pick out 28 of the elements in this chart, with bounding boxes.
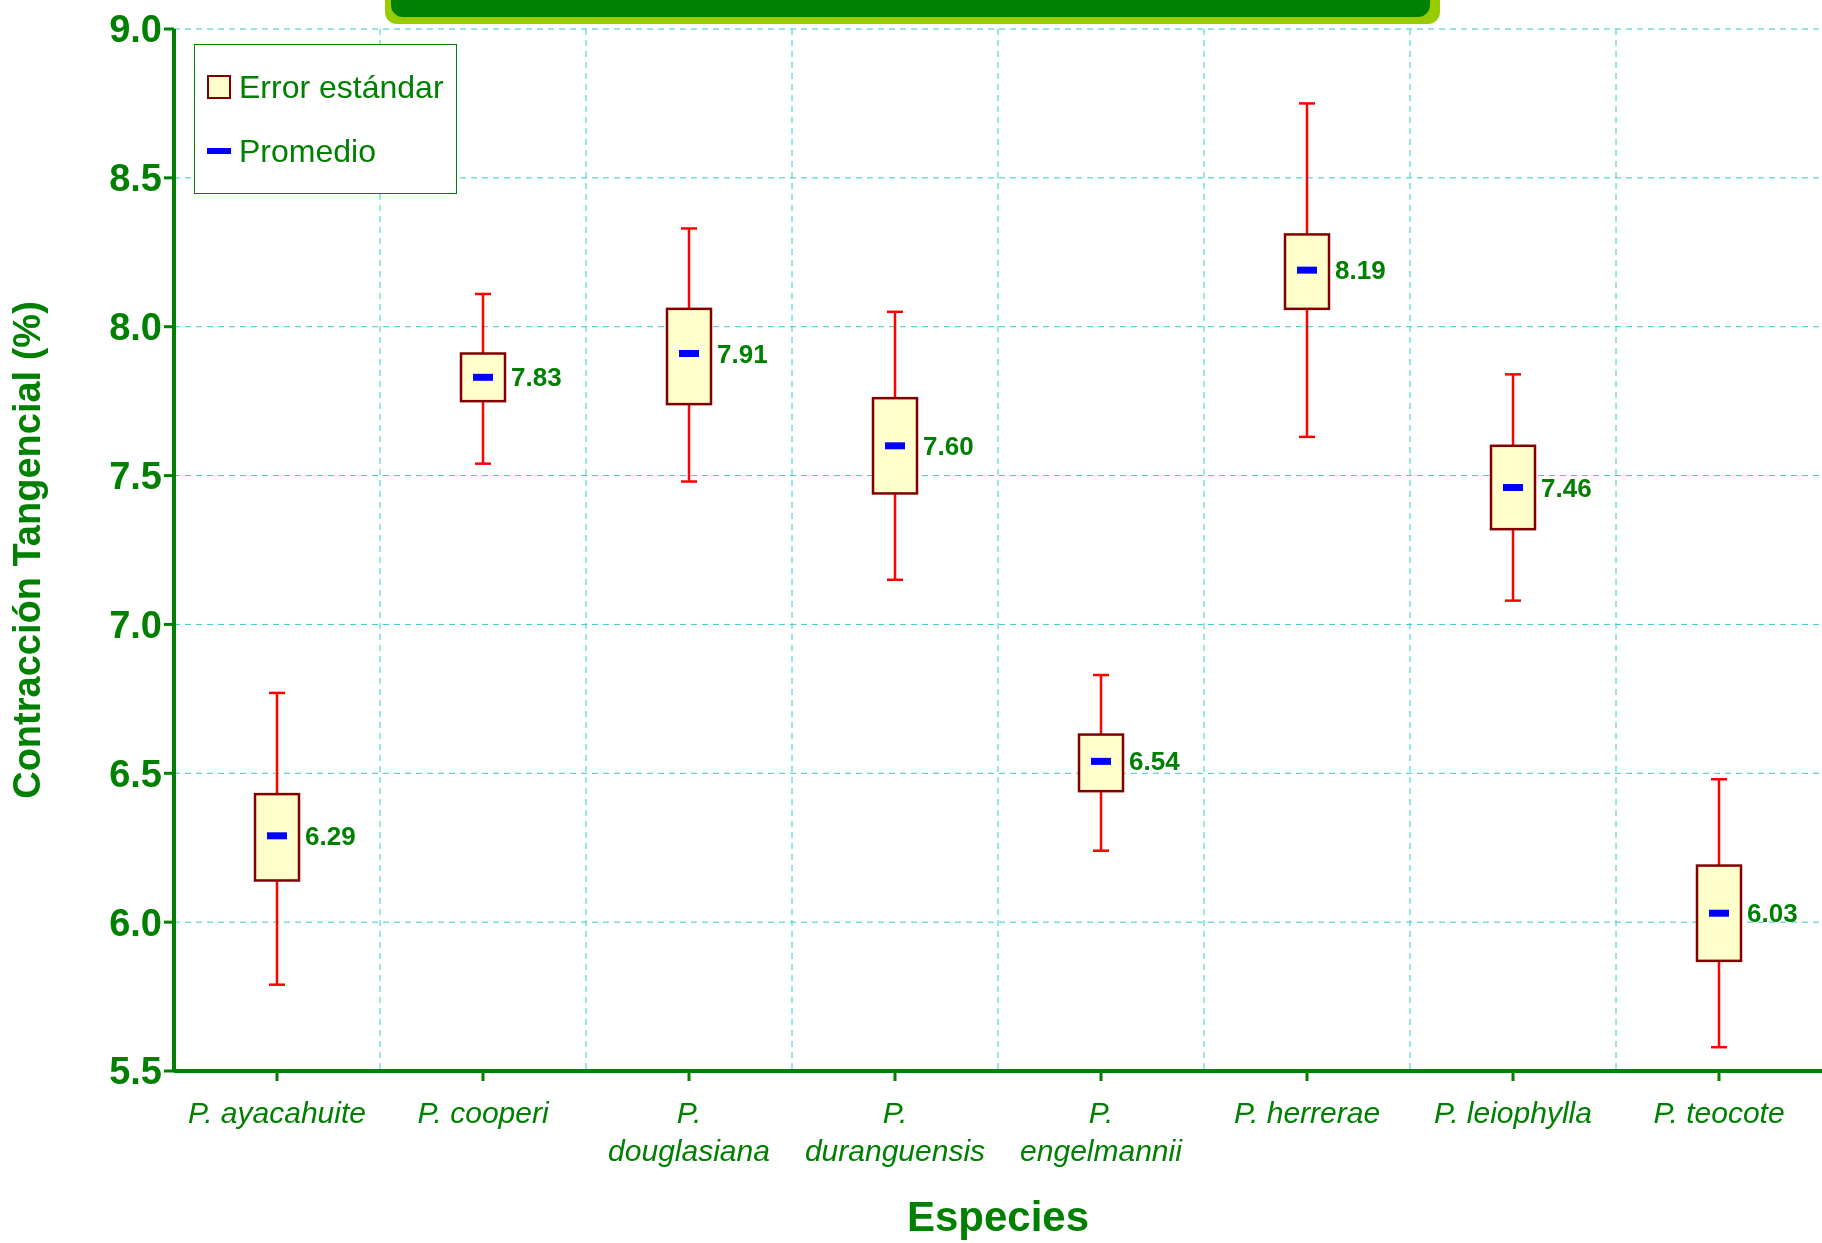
data-label: 6.54 xyxy=(1129,746,1181,777)
x-tick-label: P. cooperi xyxy=(417,1096,550,1129)
y-tick-label: 6.5 xyxy=(109,752,162,795)
x-tick-label: P. engelmannii xyxy=(1020,1096,1184,1167)
y-tick-label: 9.0 xyxy=(109,8,162,51)
x-tick-label: P. leiophylla xyxy=(1434,1096,1592,1129)
data-label: 7.60 xyxy=(923,430,974,461)
data-label: 7.91 xyxy=(717,338,768,369)
y-tick-label: 7.5 xyxy=(109,455,162,498)
legend-label: Promedio xyxy=(239,132,376,170)
x-tick-label: P. teocote xyxy=(1653,1096,1785,1129)
x-tick-label: P. douglasiana xyxy=(608,1096,770,1167)
x-tick-label: P. ayacahuite xyxy=(188,1096,366,1129)
data-label: 6.03 xyxy=(1747,898,1798,929)
y-tick-label: 5.5 xyxy=(109,1050,162,1093)
y-tick-label: 7.0 xyxy=(109,603,162,646)
data-label: 7.83 xyxy=(511,362,562,393)
data-label: 8.19 xyxy=(1335,255,1386,286)
legend-label: Error estándar xyxy=(239,68,444,106)
y-tick-label: 6.0 xyxy=(109,901,162,944)
x-tick-label: P. herrerae xyxy=(1233,1096,1381,1129)
y-tick-label: 8.0 xyxy=(109,306,162,349)
y-axis-title: Contracción Tangencial (%) xyxy=(6,301,48,799)
data-label: 7.46 xyxy=(1541,472,1592,503)
x-axis-title: Especies xyxy=(906,1193,1090,1240)
y-tick-label: 8.5 xyxy=(109,157,162,200)
data-label: 6.29 xyxy=(305,820,356,851)
x-tick-label: P. duranguensis xyxy=(804,1096,986,1167)
